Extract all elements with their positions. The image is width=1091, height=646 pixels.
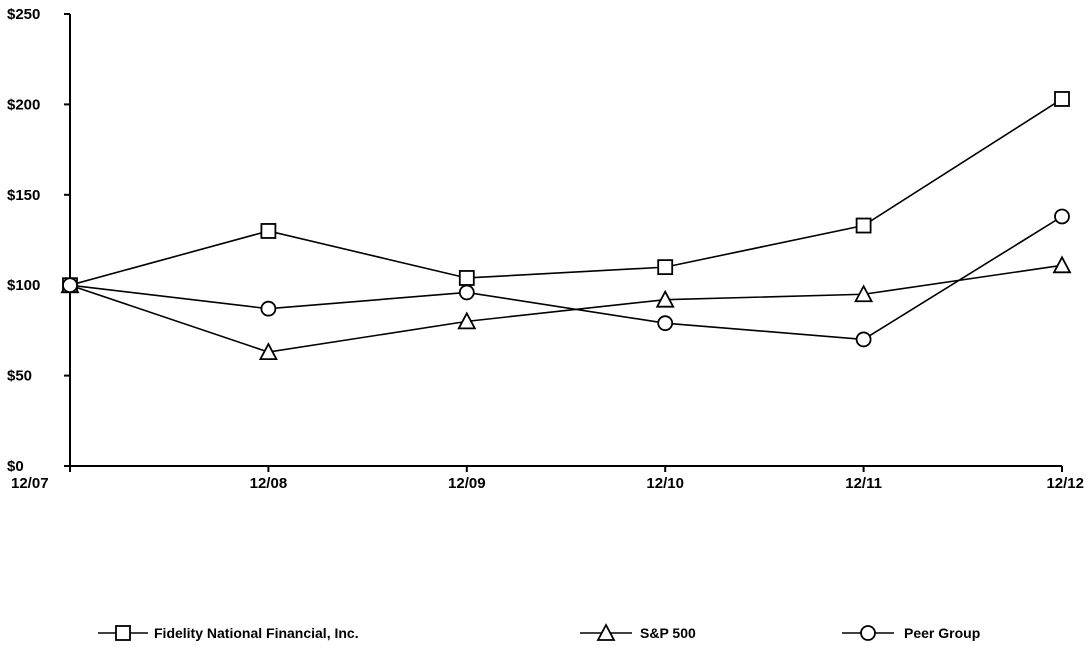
- series-line-triangle: [69, 264, 1063, 353]
- data-point-circle: [855, 331, 872, 348]
- data-point-circle: [260, 300, 277, 317]
- data-point-triangle: [258, 342, 278, 360]
- x-ticks: 12/07 12/08 12/09 12/10 12/11 12/12: [11, 466, 1084, 492]
- legend-label: Fidelity National Financial, Inc.: [154, 625, 359, 641]
- series-line-circle: [69, 215, 1063, 341]
- y-tick-label: $250: [7, 6, 40, 23]
- series-layer: [60, 91, 1072, 360]
- y-tick-label: $50: [7, 368, 32, 385]
- x-tick-label: 12/10: [646, 475, 684, 492]
- data-point-square: [855, 217, 872, 234]
- data-point-square: [260, 223, 277, 239]
- data-point-triangle: [655, 289, 675, 308]
- data-point-circle: [1054, 208, 1070, 225]
- x-tick-label: 12/11: [845, 475, 882, 492]
- legend-item-circle: Peer Group: [842, 625, 980, 641]
- x-tick-label: 12/09: [448, 475, 486, 492]
- data-point-triangle: [854, 284, 874, 303]
- axes: [69, 14, 1062, 467]
- y-tick-label: $100: [7, 277, 40, 294]
- legend-item-square: Fidelity National Financial, Inc.: [98, 625, 359, 641]
- legend-marker-triangle: [596, 623, 616, 641]
- x-tick-label: 12/08: [250, 475, 288, 492]
- data-point-circle: [458, 284, 475, 301]
- legend-label: Peer Group: [904, 625, 980, 641]
- data-point-square: [1054, 91, 1070, 107]
- y-tick-label: $0: [7, 458, 24, 475]
- legend-marker-square: [115, 625, 131, 641]
- data-point-square: [458, 270, 475, 286]
- legend: Fidelity National Financial, Inc. S&P 500…: [98, 623, 980, 641]
- series-line-square: [69, 98, 1063, 286]
- series-circle: [62, 208, 1070, 348]
- y-tick-label: $150: [7, 187, 40, 204]
- y-tick-label: $200: [7, 96, 40, 113]
- legend-item-triangle: S&P 500: [580, 623, 696, 641]
- data-point-square: [657, 259, 674, 276]
- data-point-circle: [657, 315, 674, 332]
- x-tick-label: 12/07: [11, 475, 49, 492]
- data-point-triangle: [1052, 255, 1072, 274]
- legend-label: S&P 500: [640, 625, 696, 641]
- series-square: [62, 91, 1070, 294]
- legend-marker-circle: [860, 625, 876, 641]
- data-point-triangle: [457, 311, 477, 330]
- data-point-circle: [62, 277, 78, 294]
- y-ticks: $0 $50 $100 $150 $200 $250: [7, 6, 70, 475]
- x-tick-label: 12/12: [1046, 475, 1084, 492]
